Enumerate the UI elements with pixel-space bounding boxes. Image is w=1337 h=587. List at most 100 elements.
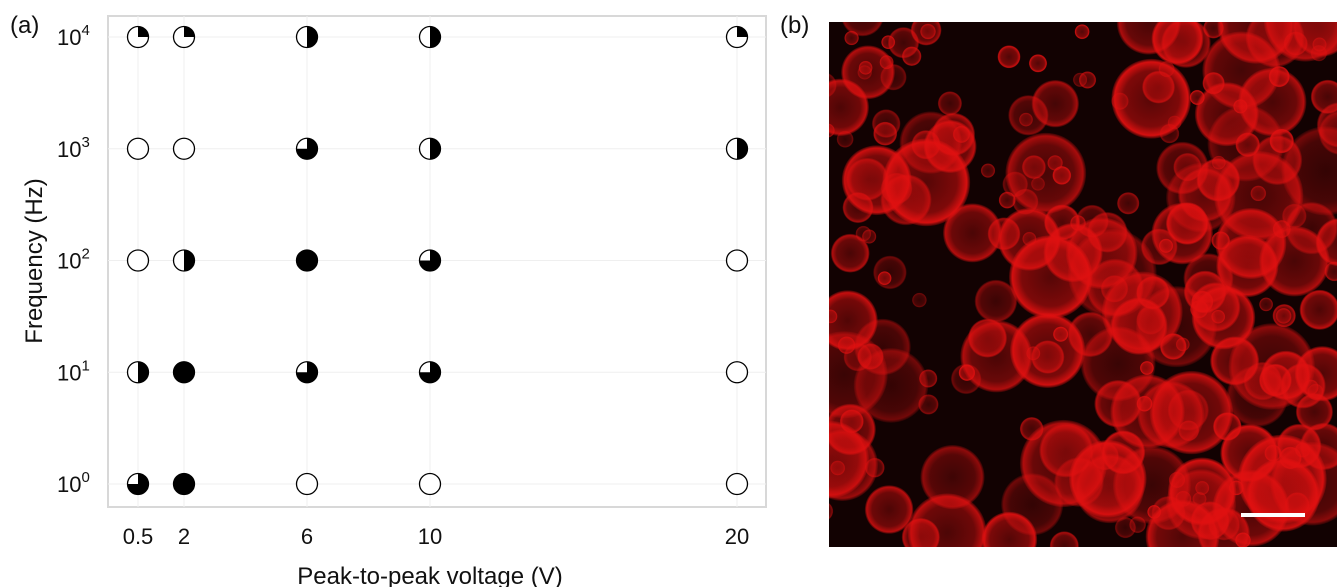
vesicle <box>1270 441 1337 526</box>
vesicle <box>1072 72 1088 87</box>
y-tick-label: 103 <box>57 134 90 162</box>
y-tick-label: 102 <box>57 246 90 274</box>
data-point <box>126 472 150 496</box>
vesicle <box>829 429 878 501</box>
vesicle <box>887 27 920 59</box>
vesicle <box>1216 235 1279 298</box>
vesicle <box>1151 22 1204 65</box>
vesicle <box>1295 393 1333 431</box>
vesicle <box>829 309 838 324</box>
vesicle <box>880 174 932 226</box>
data-point <box>126 361 150 384</box>
vesicle <box>980 163 996 178</box>
vesicle <box>829 123 835 138</box>
vesicle <box>1074 24 1090 40</box>
vesicle <box>1031 176 1045 191</box>
data-point <box>725 361 749 384</box>
scale-bar <box>1241 513 1305 517</box>
data-point <box>418 137 442 160</box>
panel-label-a: (a) <box>10 12 40 39</box>
data-point <box>126 137 150 160</box>
vesicle <box>958 364 976 382</box>
data-point <box>418 472 442 496</box>
vesicle <box>1299 289 1337 330</box>
vesicle <box>918 394 939 415</box>
data-point <box>295 25 319 49</box>
vesicle <box>1263 22 1337 62</box>
vesicle <box>1275 307 1292 324</box>
vesicle <box>1166 162 1236 233</box>
vesicle <box>1067 311 1113 357</box>
vesicle <box>873 255 907 290</box>
vesicle <box>1052 166 1072 185</box>
fluorescence-micrograph <box>829 22 1337 547</box>
vesicle <box>1220 424 1279 483</box>
vesicle <box>943 203 1002 263</box>
data-point <box>418 361 442 384</box>
data-point <box>295 361 319 384</box>
data-point <box>172 25 196 49</box>
data-point <box>725 25 749 49</box>
x-tick-label: 0.5 <box>123 524 154 549</box>
vesicle <box>1145 499 1220 547</box>
plot-frame <box>107 15 767 508</box>
vesicle <box>858 60 873 75</box>
vesicle <box>844 30 859 46</box>
vesicle <box>1117 192 1140 215</box>
vesicle <box>829 502 834 520</box>
vesicle <box>1028 54 1048 73</box>
vesicle <box>920 445 985 510</box>
data-point <box>172 137 196 160</box>
data-point <box>172 361 196 384</box>
vesicle <box>1002 171 1028 198</box>
x-tick-label: 2 <box>178 524 190 549</box>
vesicle <box>830 233 870 273</box>
vesicle <box>912 292 927 308</box>
vesicle <box>1049 531 1079 547</box>
vesicle <box>920 23 936 40</box>
y-tick-label: 101 <box>57 357 90 385</box>
vesicle <box>1026 346 1041 361</box>
vesicle <box>997 45 1021 69</box>
vesicle <box>1159 333 1187 360</box>
vesicle <box>998 208 1061 271</box>
x-tick-label: 6 <box>301 524 313 549</box>
vesicle <box>1019 417 1044 441</box>
vesicle <box>1047 155 1063 171</box>
vesicle <box>842 192 874 224</box>
data-point <box>295 137 319 160</box>
vesicle <box>1315 218 1337 267</box>
data-point <box>725 249 749 272</box>
x-tick-label: 10 <box>418 524 442 549</box>
vesicle <box>1114 517 1136 539</box>
vesicle <box>1194 82 1259 147</box>
data-point <box>126 25 150 49</box>
vesicle <box>1259 297 1274 312</box>
vesicle <box>829 331 888 419</box>
vesicle <box>1010 312 1086 388</box>
vesicle <box>1137 381 1205 449</box>
vesicle <box>836 130 854 148</box>
vesicle <box>1070 215 1086 231</box>
vesicle <box>845 157 889 201</box>
panel-label-b: (b) <box>780 12 810 39</box>
data-point <box>418 249 442 272</box>
vesicle <box>981 511 1038 547</box>
vesicle <box>864 485 914 534</box>
vesicle <box>1310 79 1337 114</box>
vesicle <box>1141 228 1178 266</box>
y-tick-label: 100 <box>57 469 90 497</box>
vesicle <box>862 229 877 244</box>
y-tick-label: 104 <box>57 22 90 50</box>
data-point <box>295 249 319 272</box>
vesicle <box>1168 471 1186 489</box>
vesicle <box>907 493 987 547</box>
vesicle <box>1282 203 1307 229</box>
vesicle-image <box>829 22 1337 547</box>
vesicle <box>1264 444 1282 462</box>
data-point <box>172 249 196 272</box>
vesicle <box>1158 61 1175 78</box>
vesicle <box>1191 285 1256 350</box>
data-point <box>295 472 319 496</box>
vesicle <box>1069 440 1147 518</box>
